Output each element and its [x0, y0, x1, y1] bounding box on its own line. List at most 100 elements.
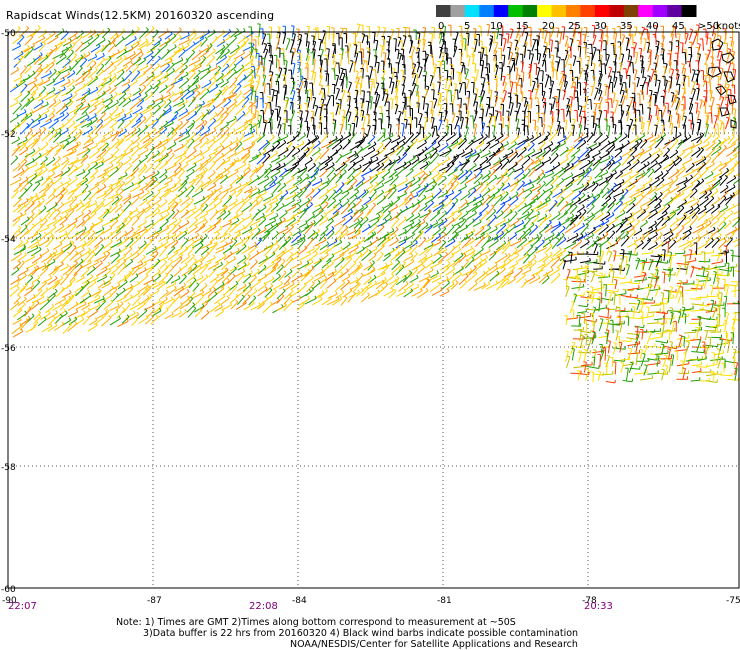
wind-barb-tick: [88, 190, 92, 194]
wind-barb-tick: [185, 58, 189, 62]
wind-barb: [653, 166, 662, 174]
wind-barb: [132, 108, 143, 115]
wind-barb: [132, 161, 142, 172]
wind-barb-tick: [548, 156, 552, 160]
wind-barb: [632, 62, 634, 74]
wind-barb: [199, 31, 210, 40]
wind-barb-tick: [228, 98, 232, 102]
wind-barb-tick: [670, 33, 674, 35]
wind-barb: [66, 144, 79, 152]
wind-barb: [65, 87, 76, 95]
wind-barb: [124, 165, 133, 173]
wind-barb: [285, 39, 291, 51]
wind-barb: [296, 169, 307, 180]
wind-barb-tick: [710, 62, 714, 65]
wind-barb: [639, 148, 652, 156]
wind-barb: [268, 152, 278, 160]
wind-barb-tick: [333, 189, 337, 192]
wind-barb-tick: [592, 181, 596, 185]
wind-barb: [68, 150, 77, 156]
wind-barb: [74, 132, 83, 142]
wind-barb: [170, 112, 179, 122]
wind-barb-tick: [460, 137, 463, 141]
wind-barb: [250, 87, 254, 101]
wind-barb: [377, 134, 385, 142]
wind-barb: [163, 190, 172, 198]
wind-barb: [214, 136, 224, 144]
wind-barb: [45, 182, 54, 192]
wind-barb: [418, 113, 423, 124]
wind-barb-tick: [409, 181, 413, 185]
wind-barb-tick: [564, 185, 568, 189]
wind-barb-tick: [522, 140, 526, 144]
wind-barb: [264, 165, 273, 174]
wind-barb: [650, 149, 661, 157]
wind-barb-tick: [398, 135, 401, 139]
wind-barb: [298, 50, 301, 61]
wind-barb-tick: [697, 169, 700, 172]
wind-barb-tick: [145, 124, 148, 128]
wind-barb-tick: [254, 185, 258, 190]
wind-barb-tick: [373, 189, 377, 192]
wind-barb: [226, 65, 237, 75]
wind-barb-tick: [147, 139, 150, 143]
wind-barb: [486, 137, 497, 145]
wind-barb: [207, 172, 216, 180]
wind-barb: [542, 46, 547, 58]
wind-barb-tick: [114, 155, 118, 159]
wind-barb-tick: [312, 96, 316, 99]
wind-barb: [668, 81, 672, 93]
wind-barb: [495, 79, 498, 93]
wind-barb: [367, 52, 371, 66]
wind-barb-tick: [124, 128, 128, 132]
wind-barb: [719, 68, 724, 81]
wind-barb-tick: [138, 98, 141, 102]
wind-barb: [493, 192, 506, 200]
wind-barb: [284, 157, 296, 166]
wind-barb: [472, 82, 475, 94]
wind-barb: [244, 116, 256, 124]
wind-barb-tick: [252, 128, 256, 132]
wind-barb-tick: [46, 63, 49, 67]
wind-barb-tick: [228, 34, 231, 38]
wind-barb: [76, 178, 87, 187]
wind-barb-tick: [456, 154, 460, 157]
wind-barb-tick: [71, 148, 74, 152]
wind-barb-tick: [68, 79, 71, 83]
wind-barb: [621, 149, 633, 158]
wind-barb-tick: [95, 67, 98, 71]
wind-barb: [625, 82, 627, 94]
wind-barb-tick: [383, 146, 386, 149]
wind-barb-tick: [670, 68, 674, 71]
wind-barb-tick: [682, 163, 685, 167]
wind-barb-tick: [223, 97, 227, 101]
wind-barb-tick: [438, 119, 442, 122]
wind-barb: [464, 127, 469, 138]
wind-barb-tick: [571, 163, 574, 167]
wind-barb: [325, 71, 328, 82]
wind-barb: [62, 60, 71, 69]
wind-barb: [431, 128, 436, 138]
wind-barb: [328, 26, 331, 40]
wind-barb: [445, 134, 456, 142]
wind-barb-tick: [636, 170, 639, 174]
wind-barb-tick: [137, 154, 141, 157]
wind-barb: [516, 95, 519, 108]
wind-barb: [439, 34, 443, 44]
wind-barb-tick: [292, 183, 296, 187]
wind-barb: [45, 158, 56, 167]
wind-barb: [699, 100, 703, 110]
wind-barb-tick: [213, 118, 216, 121]
wind-barb: [642, 67, 645, 79]
wind-barb-tick: [436, 134, 440, 137]
wind-barb: [345, 105, 351, 117]
wind-barb-tick: [719, 50, 723, 53]
wind-barb-tick: [339, 144, 343, 148]
wind-barb: [360, 170, 372, 177]
wind-barb-tick: [100, 68, 104, 72]
wind-barb-tick: [102, 135, 106, 139]
wind-barb-tick: [234, 115, 237, 119]
wind-barb-tick: [212, 170, 216, 174]
wind-barb: [615, 172, 623, 180]
wind-barb-tick: [227, 55, 231, 59]
